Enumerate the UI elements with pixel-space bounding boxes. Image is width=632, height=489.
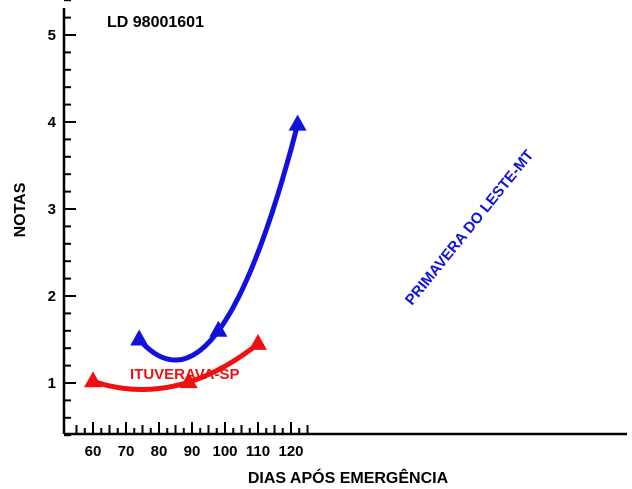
- x-tick-label: 90: [184, 443, 201, 460]
- data-point-marker: [249, 333, 267, 350]
- data-point-marker: [84, 371, 102, 388]
- y-tick-label: 3: [48, 201, 56, 218]
- x-tick-label: 120: [278, 443, 303, 460]
- y-tick-label: 4: [48, 114, 57, 131]
- series-label: PRIMAVERA DO LESTE-MT: [402, 147, 537, 309]
- x-tick-label: 70: [118, 443, 135, 460]
- y-tick-label: 2: [48, 288, 56, 305]
- y-tick-label: 5: [48, 27, 56, 44]
- x-tick-label: 60: [85, 443, 102, 460]
- x-tick-label: 110: [246, 443, 270, 460]
- data-point-marker: [209, 320, 228, 337]
- series-line: [90, 341, 261, 392]
- series-label: ITUVERAVA-SP: [130, 366, 239, 383]
- x-axis-title: DIAS APÓS EMERGÊNCIA: [248, 468, 449, 487]
- data-point-marker: [288, 114, 307, 131]
- axes: 1 2 3 4 5 60 70 80 90 100 110 120: [48, 0, 627, 460]
- y-axis-title: NOTAS: [12, 182, 29, 237]
- x-tick-label: 100: [212, 443, 237, 460]
- y-tick-label: 1: [48, 375, 56, 392]
- data-point-marker: [130, 329, 149, 346]
- x-tick-label: 80: [151, 443, 168, 460]
- data-point-marker: [179, 372, 198, 389]
- chart-title: LD 98001601: [107, 14, 204, 31]
- series-layer: PRIMAVERA DO LESTE-MT ITUVERAVA-SP: [84, 114, 537, 392]
